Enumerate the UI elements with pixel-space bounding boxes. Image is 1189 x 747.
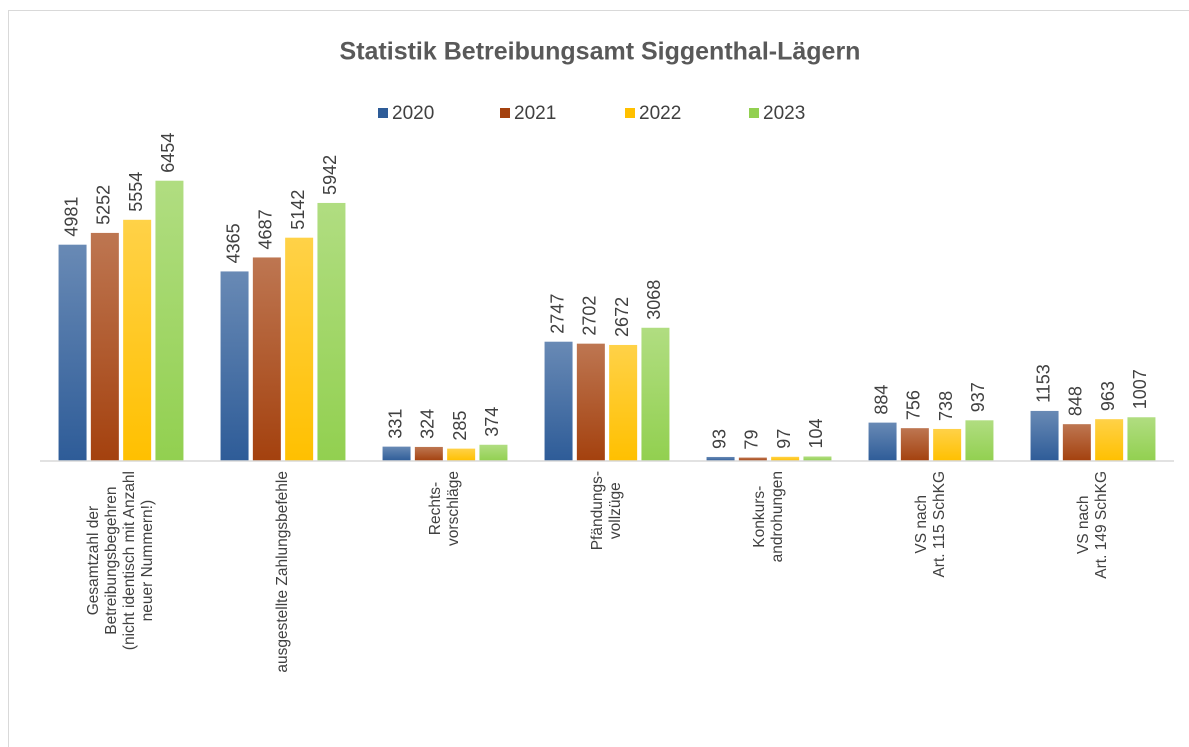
data-label: 5252 bbox=[94, 185, 114, 225]
data-label: 2672 bbox=[612, 297, 632, 337]
data-label: 963 bbox=[1098, 381, 1118, 411]
data-label: 738 bbox=[936, 391, 956, 421]
legend-swatch bbox=[749, 108, 759, 118]
data-label: 937 bbox=[968, 382, 988, 412]
data-label: 93 bbox=[709, 429, 729, 449]
data-label: 6454 bbox=[158, 133, 178, 173]
legend-label: 2022 bbox=[639, 103, 681, 124]
bar bbox=[1095, 419, 1124, 461]
data-label: 5554 bbox=[126, 172, 146, 212]
legend-label: 2023 bbox=[763, 103, 805, 124]
bar bbox=[900, 428, 929, 461]
bar bbox=[90, 232, 119, 461]
bar bbox=[576, 343, 605, 461]
data-label: 5142 bbox=[288, 190, 308, 230]
bar bbox=[706, 456, 735, 461]
x-tick-label: Rechts-vorschläge bbox=[427, 471, 462, 546]
data-label: 331 bbox=[385, 409, 405, 439]
data-label: 5942 bbox=[320, 155, 340, 195]
x-tick-label: VS nachArt. 149 SchKG bbox=[1075, 471, 1110, 579]
bar bbox=[1062, 424, 1091, 461]
bar bbox=[803, 456, 832, 461]
bar bbox=[544, 341, 573, 461]
data-label: 4687 bbox=[256, 209, 276, 249]
bar bbox=[123, 219, 152, 461]
data-label: 324 bbox=[418, 409, 438, 439]
x-tick-label: Gesamtzahl derBetreibungsbegehren(nicht … bbox=[85, 471, 156, 650]
data-label: 97 bbox=[774, 429, 794, 449]
bar bbox=[641, 327, 670, 461]
data-label: 2747 bbox=[547, 294, 567, 334]
bar bbox=[58, 244, 87, 461]
data-label: 4365 bbox=[223, 223, 243, 263]
data-label: 756 bbox=[904, 390, 924, 420]
bar bbox=[317, 202, 346, 461]
legend-label: 2020 bbox=[392, 103, 434, 124]
chart-title: Statistik Betreibungsamt Siggenthal-Läge… bbox=[340, 38, 861, 66]
bar bbox=[155, 180, 184, 461]
legend-swatch bbox=[625, 108, 635, 118]
bar bbox=[414, 446, 443, 461]
bar bbox=[382, 446, 411, 461]
data-label: 884 bbox=[871, 385, 891, 415]
bar bbox=[220, 271, 249, 461]
bar bbox=[285, 237, 314, 461]
data-label: 1007 bbox=[1130, 369, 1150, 409]
legend-swatch bbox=[500, 108, 510, 118]
data-label: 1153 bbox=[1033, 364, 1053, 403]
bar bbox=[609, 344, 638, 461]
data-label: 848 bbox=[1066, 386, 1086, 416]
chart-border bbox=[8, 10, 1189, 747]
bar bbox=[447, 448, 476, 461]
data-label: 104 bbox=[806, 418, 826, 448]
x-tick-label: ausgestellte Zahlungsbefehle bbox=[274, 471, 291, 673]
x-tick-label: Pfändungs-vollzüge bbox=[589, 471, 624, 550]
data-label: 2702 bbox=[580, 296, 600, 336]
bar bbox=[479, 444, 508, 461]
bar bbox=[868, 422, 897, 461]
bar bbox=[738, 457, 767, 461]
data-label: 285 bbox=[450, 411, 470, 441]
data-label: 4981 bbox=[61, 197, 81, 237]
data-label: 374 bbox=[482, 407, 502, 437]
data-label: 3068 bbox=[644, 280, 664, 320]
legend-label: 2021 bbox=[514, 103, 556, 124]
bar bbox=[252, 257, 281, 461]
x-tick-label: VS nachArt. 115 SchKG bbox=[913, 471, 948, 578]
bar bbox=[771, 456, 800, 461]
bar bbox=[965, 420, 994, 461]
bar bbox=[1127, 417, 1156, 461]
data-label: 79 bbox=[742, 430, 762, 450]
bar bbox=[933, 428, 962, 461]
legend-swatch bbox=[378, 108, 388, 118]
x-tick-label: Konkurs-androhungen bbox=[751, 471, 786, 562]
bar bbox=[1030, 410, 1059, 461]
